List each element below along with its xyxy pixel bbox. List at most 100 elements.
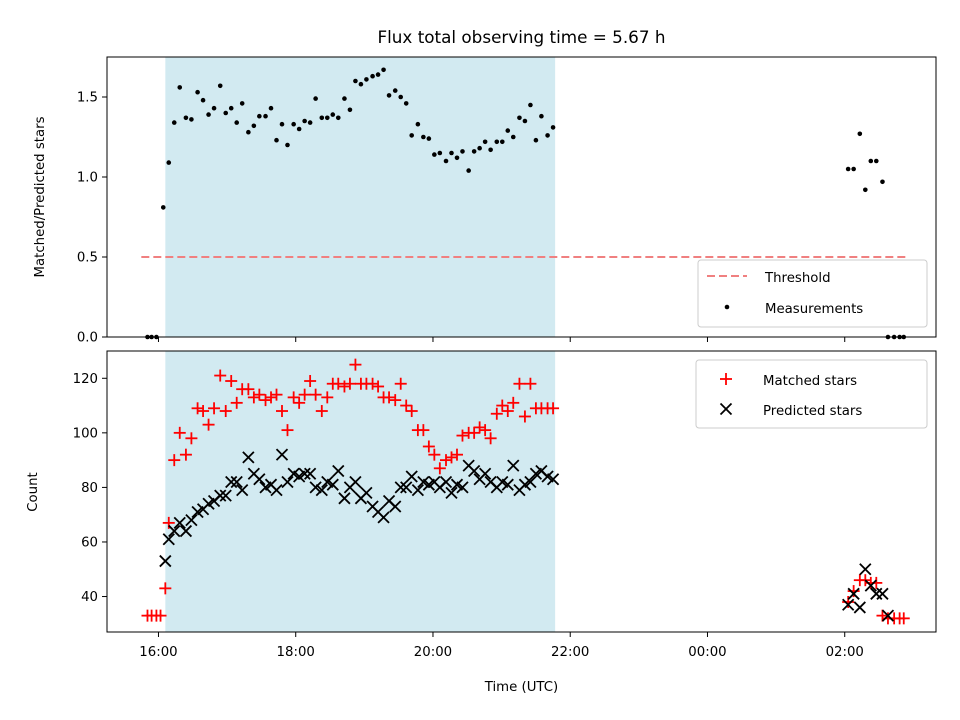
measurement-point (880, 179, 885, 185)
predicted-star-point (219, 489, 232, 502)
x-axis-label: Time (UTC) (484, 680, 559, 695)
measurement-point (228, 105, 234, 111)
matched-star-point (270, 388, 283, 401)
legend-threshold-label: Threshold (764, 271, 831, 286)
x-tick-label: 22:00 (551, 645, 589, 660)
matched-star-point (372, 380, 385, 393)
measurement-point (873, 158, 879, 164)
x-tick-label: 20:00 (414, 645, 452, 660)
top-panel: 0.0 0.5 1.0 1.5 Matched/Predicted stars Thr… (33, 56, 937, 346)
matched-star-point (304, 375, 317, 388)
measurement-point (251, 123, 257, 129)
matched-star-point (281, 424, 294, 437)
predicted-star-point (338, 492, 351, 505)
matched-star-point (394, 377, 407, 390)
measurement-point (381, 67, 386, 73)
measurement-point (342, 96, 347, 101)
matched-star-point (366, 377, 379, 390)
measurement-point (403, 101, 409, 106)
matched-star-point (484, 432, 497, 445)
top-legend: Threshold Measurements (697, 259, 928, 328)
top-observing-window (165, 57, 556, 337)
predicted-star-point (864, 579, 877, 592)
predicted-star-point (546, 473, 560, 486)
matched-star-point (847, 585, 860, 598)
measurement-point (494, 139, 500, 145)
measurement-point (868, 158, 874, 164)
measurement-point (291, 121, 296, 127)
measurement-point (522, 118, 528, 124)
measurement-point (845, 166, 851, 172)
predicted-star-point (456, 481, 469, 494)
measurement-point (268, 105, 274, 111)
matched-star-point (208, 402, 221, 415)
measurement-point (851, 166, 856, 172)
predicted-star-point (309, 481, 322, 494)
matched-star-point (897, 612, 910, 625)
measurement-point (223, 110, 229, 116)
matched-star-point (173, 426, 186, 439)
matched-star-point (389, 394, 402, 407)
matched-star-point (168, 454, 181, 467)
measurement-point (171, 120, 177, 125)
matched-star-point (417, 424, 430, 437)
measurement-point (550, 125, 556, 130)
measurement-point (488, 147, 493, 153)
matched-star-point (338, 380, 351, 393)
predicted-star-point (853, 601, 866, 614)
measurement-point (432, 152, 437, 157)
matched-star-point (315, 405, 328, 418)
measurement-point (324, 115, 330, 121)
matched-star-point (287, 391, 300, 404)
predicted-star-point (501, 478, 514, 491)
predicted-star-point (270, 483, 283, 497)
matched-star-point (321, 391, 334, 404)
matched-star-point (275, 405, 288, 418)
measurement-point (358, 81, 364, 87)
measurement-point (460, 149, 465, 154)
matched-star-point (185, 432, 198, 445)
predicted-star-point (275, 448, 289, 461)
top-y-tick-label: 1.0 (77, 171, 98, 186)
measurement-point (183, 115, 189, 121)
x-tick-label: 00:00 (688, 645, 726, 660)
predicted-star-point (524, 475, 537, 489)
measurement-point (313, 96, 318, 101)
measurement-point (353, 78, 358, 84)
measurement-point (319, 115, 325, 121)
measurement-point (863, 187, 868, 193)
predicted-star-point (842, 598, 855, 611)
matched-star-point (400, 399, 413, 412)
matched-star-point (191, 402, 204, 415)
top-y-tick-label: 0.0 (77, 331, 98, 346)
measurement-point (454, 155, 460, 161)
measurement-point (499, 139, 505, 145)
predicted-star-point (859, 563, 872, 576)
matched-star-point (496, 399, 509, 412)
matched-star-point (433, 462, 446, 475)
predicted-star-point (315, 483, 328, 497)
matched-star-point (876, 609, 889, 622)
measurement-point (263, 113, 268, 119)
bottom-axes-frame (106, 350, 937, 633)
measurement-point (239, 101, 245, 106)
measurement-point (505, 128, 511, 133)
predicted-star-point (507, 459, 520, 472)
measurement-point (206, 112, 211, 117)
measurement-point (177, 85, 183, 90)
predicted-star-point (159, 554, 172, 568)
matched-star-point (450, 448, 463, 461)
predicted-star-point (303, 467, 317, 480)
measurement-point (347, 107, 353, 113)
measurement-point (211, 105, 217, 111)
matched-star-point (456, 429, 469, 442)
predicted-star-point (847, 587, 860, 600)
legend-measurements-label: Measurements (765, 302, 863, 317)
matched-star-point (242, 383, 255, 396)
measurement-point (296, 126, 302, 132)
legend-measurements-swatch (724, 304, 730, 310)
matched-star-point (265, 391, 278, 404)
matched-star-point (309, 388, 322, 401)
measurement-point (421, 134, 426, 140)
